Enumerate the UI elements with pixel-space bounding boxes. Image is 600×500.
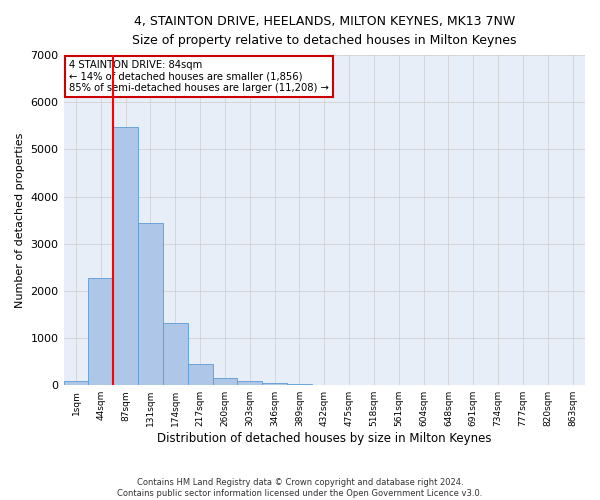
Bar — [163, 324, 188, 385]
Text: 4 STAINTON DRIVE: 84sqm
← 14% of detached houses are smaller (1,856)
85% of semi: 4 STAINTON DRIVE: 84sqm ← 14% of detache… — [69, 60, 329, 94]
Bar — [238, 380, 262, 385]
Y-axis label: Number of detached properties: Number of detached properties — [15, 132, 25, 308]
Bar — [64, 382, 88, 385]
Bar — [138, 223, 163, 385]
Bar — [188, 364, 212, 385]
Bar — [113, 127, 138, 385]
Bar — [212, 378, 238, 385]
Bar — [287, 384, 312, 385]
Bar — [88, 278, 113, 385]
Bar — [262, 382, 287, 385]
Text: Contains HM Land Registry data © Crown copyright and database right 2024.
Contai: Contains HM Land Registry data © Crown c… — [118, 478, 482, 498]
Title: 4, STAINTON DRIVE, HEELANDS, MILTON KEYNES, MK13 7NW
Size of property relative t: 4, STAINTON DRIVE, HEELANDS, MILTON KEYN… — [132, 15, 517, 47]
X-axis label: Distribution of detached houses by size in Milton Keynes: Distribution of detached houses by size … — [157, 432, 491, 445]
